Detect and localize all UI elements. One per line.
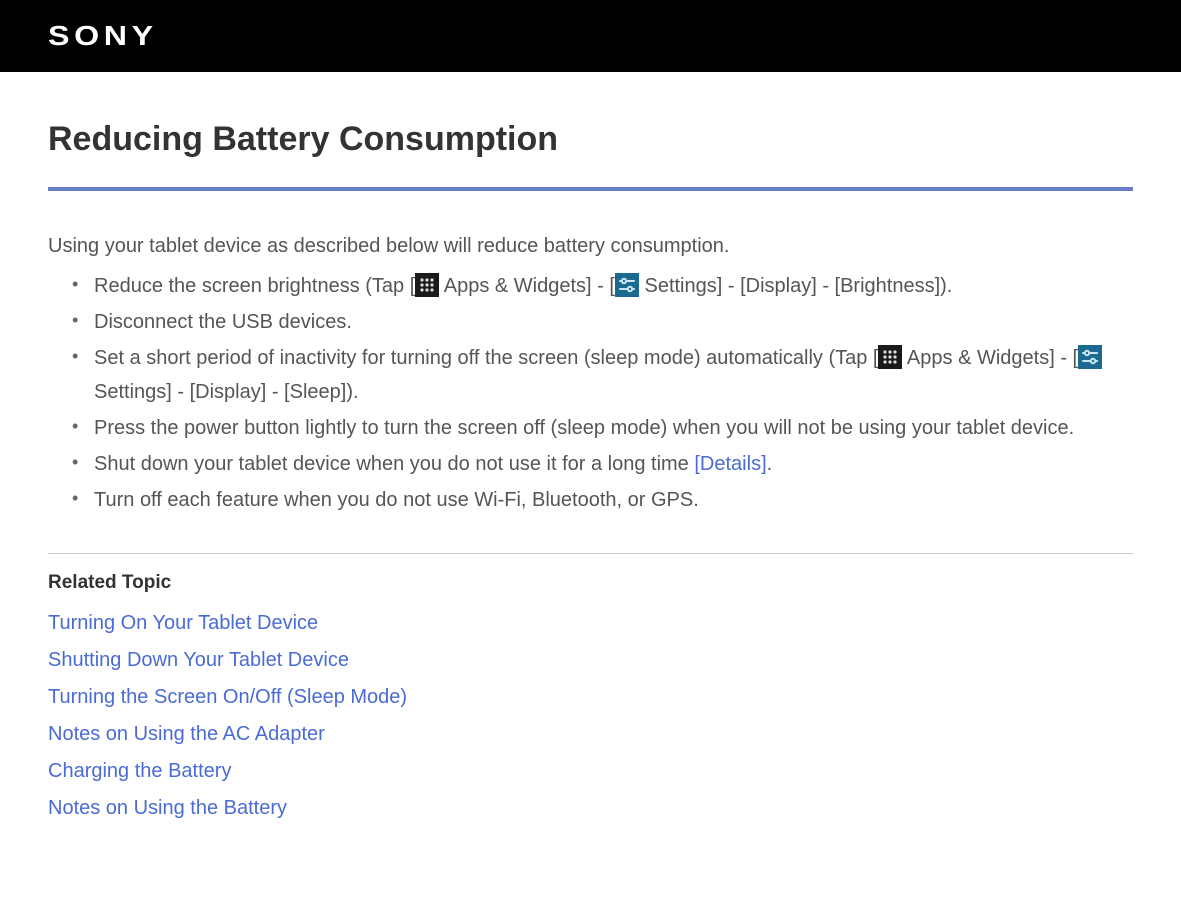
related-link[interactable]: Turning On Your Tablet Device xyxy=(48,612,1133,635)
list-item: Shut down your tablet device when you do… xyxy=(78,447,1133,481)
intro-text: Using your tablet device as described be… xyxy=(48,231,1133,261)
header-bar: SONY xyxy=(0,0,1181,72)
apps-grid-icon xyxy=(415,273,439,297)
related-link[interactable]: Charging the Battery xyxy=(48,760,1133,783)
bullet-text: Apps & Widgets] - [ xyxy=(902,347,1078,369)
settings-icon xyxy=(615,273,639,297)
title-rule xyxy=(48,187,1133,191)
bullet-text: Disconnect the USB devices. xyxy=(94,311,352,333)
apps-grid-icon xyxy=(878,345,902,369)
list-item: Turn off each feature when you do not us… xyxy=(78,483,1133,517)
related-link[interactable]: Notes on Using the AC Adapter xyxy=(48,723,1133,746)
settings-icon xyxy=(1078,345,1102,369)
list-item: Disconnect the USB devices. xyxy=(78,305,1133,339)
divider xyxy=(48,553,1133,554)
bullet-text: Turn off each feature when you do not us… xyxy=(94,489,699,511)
related-link[interactable]: Notes on Using the Battery xyxy=(48,797,1133,820)
related-topic-heading: Related Topic xyxy=(48,572,1133,594)
main-content: Reducing Battery Consumption Using your … xyxy=(0,72,1181,840)
list-item: Set a short period of inactivity for tur… xyxy=(78,341,1133,409)
related-link[interactable]: Turning the Screen On/Off (Sleep Mode) xyxy=(48,686,1133,709)
bullet-text: Shut down your tablet device when you do… xyxy=(94,453,694,475)
bullet-text: Press the power button lightly to turn t… xyxy=(94,417,1074,439)
list-item: Reduce the screen brightness (Tap [ Apps… xyxy=(78,269,1133,303)
bullet-text: Settings] - [Display] - [Brightness]). xyxy=(639,275,952,297)
related-link[interactable]: Shutting Down Your Tablet Device xyxy=(48,649,1133,672)
related-links: Turning On Your Tablet Device Shutting D… xyxy=(48,612,1133,820)
bullet-text: . xyxy=(767,453,773,475)
sony-logo: SONY xyxy=(48,20,158,52)
bullet-text: Set a short period of inactivity for tur… xyxy=(94,347,878,369)
details-link[interactable]: [Details] xyxy=(694,453,766,475)
list-item: Press the power button lightly to turn t… xyxy=(78,411,1133,445)
bullet-list: Reduce the screen brightness (Tap [ Apps… xyxy=(48,269,1133,517)
bullet-text: Settings] - [Display] - [Sleep]). xyxy=(94,381,359,403)
bullet-text: Apps & Widgets] - [ xyxy=(439,275,615,297)
page-title: Reducing Battery Consumption xyxy=(48,120,1133,159)
bullet-text: Reduce the screen brightness (Tap [ xyxy=(94,275,415,297)
